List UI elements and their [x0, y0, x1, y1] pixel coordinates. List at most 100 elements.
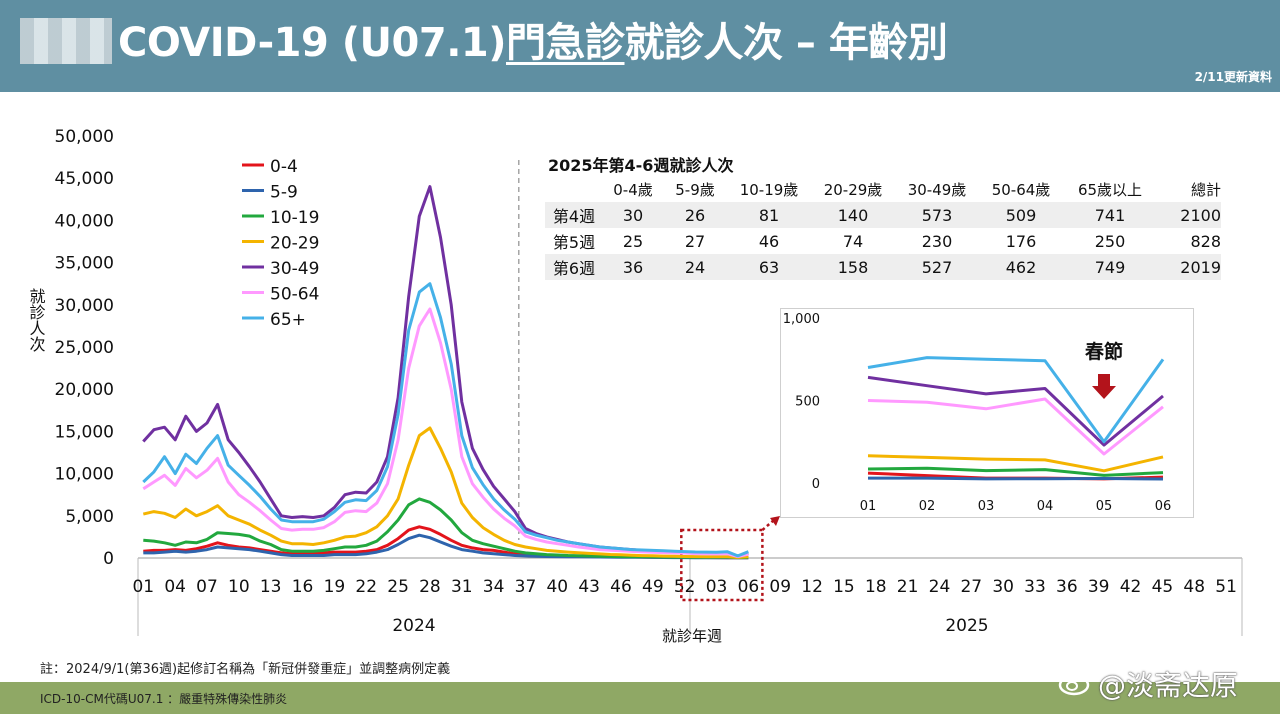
table-corner [545, 176, 603, 202]
x-tick-label: 34 [483, 577, 505, 597]
x-tick-label: 06 [738, 577, 760, 597]
x-tick-label: 40 [546, 577, 568, 597]
legend-label: 20-29 [270, 234, 319, 254]
inset-y-tick-label: 1,000 [783, 312, 820, 327]
series-line-65+ [142, 282, 749, 558]
weibo-icon [1058, 670, 1092, 696]
col-header: 50-64歲 [991, 180, 1051, 199]
x-tick-label: 03 [706, 577, 728, 597]
table-cell: 527 [895, 254, 979, 280]
legend-label: 50-64 [270, 285, 319, 305]
x-tick-label: 07 [196, 577, 218, 597]
row-label: 第6週 [545, 254, 603, 280]
x-tick-label: 45 [1152, 577, 1174, 597]
header-bar: COVID-19 (U07.1)門急診就診人次 – 年齡別 2/11更新資料 [0, 0, 1280, 92]
inset-series-line-30-49 [867, 375, 1164, 447]
y-tick-label: 35,000 [55, 254, 114, 274]
series-line-50-64 [142, 307, 749, 558]
table-cell: 462 [979, 254, 1063, 280]
table-cell: 176 [1005, 231, 1037, 251]
blurred-logo [20, 18, 112, 64]
table-cell: 25 [622, 231, 644, 251]
x-tick-label: 09 [769, 577, 791, 597]
table-cell: 158 [811, 254, 895, 280]
legend-label: 0-4 [270, 157, 298, 177]
table-cell: 250 [1094, 231, 1126, 251]
inset-x-tick-label: 05 [1096, 499, 1113, 514]
x-tick-label: 27 [960, 577, 982, 597]
year-label: 2025 [945, 616, 988, 636]
x-tick-label: 42 [1120, 577, 1142, 597]
x-tick-label: 13 [260, 577, 282, 597]
x-tick-label: 36 [1056, 577, 1078, 597]
legend-label: 10-19 [270, 208, 319, 228]
table-header-row: 0-4歲 5-9歲 10-19歲 20-29歲 30-49歲 50-64歲 65… [545, 176, 1221, 202]
series-line-20-29 [142, 426, 749, 559]
x-tick-label: 12 [801, 577, 823, 597]
x-tick-label: 30 [992, 577, 1014, 597]
x-tick-label: 21 [897, 577, 919, 597]
title-underlined: 門急診 [506, 20, 625, 66]
update-note: 2/11更新資料 [1194, 70, 1272, 84]
col-header: 5-9歲 [675, 180, 715, 199]
watermark: @淡斋达原 [1098, 669, 1239, 702]
inset-series-line-10-19 [867, 466, 1164, 477]
inset-line-chart: 0 500 1,000 01 02 03 04 05 06 春節 [780, 308, 1194, 518]
inset-series-line-5-9 [868, 476, 1164, 481]
table-cell: 2019 [1157, 254, 1221, 280]
y-tick-label: 15,000 [55, 422, 114, 442]
x-tick-label: 19 [324, 577, 346, 597]
x-tick-label: 49 [642, 577, 664, 597]
inset-y-tick-label: 0 [812, 477, 820, 492]
col-header: 總計 [1190, 180, 1221, 199]
y-tick-label: 50,000 [55, 127, 114, 147]
table-cell: 573 [895, 202, 979, 228]
table-title: 2025年第4-6週就診人次 [548, 156, 734, 175]
icd-note: ICD-10-CM代碼U07.1 ：嚴重特殊傳染性肺炎 [40, 692, 288, 706]
table-cell: 509 [979, 202, 1063, 228]
y-axis-label: 就診人次 [27, 288, 46, 352]
x-tick-label: 18 [865, 577, 887, 597]
title-suffix: 就診人次 – 年齡別 [624, 20, 948, 66]
y-tick-label: 30,000 [55, 296, 114, 316]
y-tick-label: 45,000 [55, 169, 114, 189]
x-tick-label: 15 [833, 577, 855, 597]
table-cell: 230 [921, 231, 953, 251]
legend-label: 65+ [270, 310, 306, 330]
table-cell: 741 [1063, 202, 1157, 228]
table-cell: 63 [727, 254, 811, 280]
table-cell: 46 [758, 231, 780, 251]
table-cell: 74 [842, 231, 864, 251]
main-line-chart: 0 5,000 10,000 15,000 20,000 25,000 30,000 35,0… [27, 127, 1243, 645]
highlight-box [680, 528, 764, 602]
highlight-connector [761, 519, 775, 531]
y-tick-label: 0 [103, 549, 114, 569]
inset-x-tick-label: 06 [1155, 499, 1172, 514]
x-tick-label: 51 [1215, 577, 1237, 597]
inset-y-tick-label: 500 [795, 395, 820, 410]
x-tick-label: 22 [355, 577, 377, 597]
x-tick-label: 04 [164, 577, 186, 597]
x-tick-label: 01 [132, 577, 154, 597]
col-header: 30-49歲 [907, 180, 967, 199]
table-cell: 24 [663, 254, 727, 280]
x-tick-label: 52 [674, 577, 696, 597]
legend-label: 30-49 [270, 259, 319, 279]
table-row: 第6週 36 24 63 158 527 462 749 2019 [545, 254, 1221, 280]
row-label: 第4週 [545, 202, 603, 228]
inset-x-tick-label: 02 [919, 499, 936, 514]
table-cell: 36 [603, 254, 663, 280]
x-tick-label: 33 [1024, 577, 1046, 597]
x-tick-label: 46 [610, 577, 632, 597]
x-tick-label: 28 [419, 577, 441, 597]
inset-x-tick-label: 01 [860, 499, 877, 514]
x-tick-label: 43 [578, 577, 600, 597]
table-cell: 749 [1063, 254, 1157, 280]
inset-frame [780, 308, 1194, 518]
y-tick-label: 20,000 [55, 380, 114, 400]
connector-arrowhead [770, 516, 780, 526]
col-header: 0-4歲 [613, 180, 653, 199]
inset-x-tick-label: 03 [978, 499, 995, 514]
inset-series-line-50-64 [867, 397, 1164, 456]
table-cell: 26 [663, 202, 727, 228]
